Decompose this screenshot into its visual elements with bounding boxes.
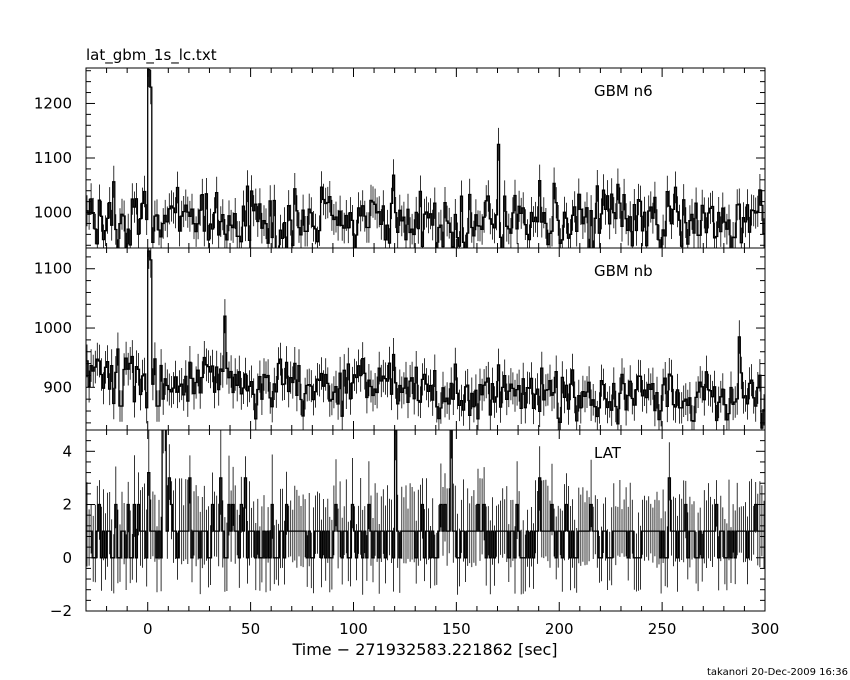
y-tick-label: 1200 [34, 94, 72, 112]
x-tick-label: 250 [648, 620, 677, 638]
x-tick-label: 200 [545, 620, 574, 638]
x-tick-label: 300 [751, 620, 780, 638]
x-tick-label: 0 [143, 620, 153, 638]
y-tick-label: 1100 [34, 149, 72, 167]
y-tick-label: −2 [50, 602, 72, 620]
panel-gbm-nb: 900 1000 1100 GBM nb [34, 247, 766, 431]
series-group [86, 68, 765, 248]
panel-lat: −2 0 2 4 LAT [50, 429, 766, 620]
y-tick-label: 1100 [34, 260, 72, 278]
panel-label: GBM nb [594, 262, 653, 280]
y-tick-label: 1000 [34, 204, 72, 222]
series-group [86, 430, 765, 595]
y-tick-label: 4 [62, 442, 72, 460]
footer-stamp: takanori 20-Dec-2009 16:36 [707, 667, 848, 678]
y-tick-label: 0 [62, 549, 72, 567]
panel-gbm-n6: 1000 1100 1200 GBM n6 [34, 67, 766, 249]
x-tick-label: 150 [442, 620, 471, 638]
y-tick-label: 900 [43, 378, 72, 396]
x-tick-label: 100 [339, 620, 368, 638]
panel-label: LAT [594, 444, 622, 462]
panel-label: GBM n6 [594, 82, 653, 100]
x-axis-label: Time − 271932583.221862 [sec] [291, 640, 557, 659]
series-gbm-n6-line [86, 68, 765, 248]
series-lat-line [86, 430, 765, 559]
panel-frame [85, 429, 766, 612]
series-gbm-nb-error-bars [86, 248, 765, 430]
chart-title: lat_gbm_1s_lc.txt [86, 46, 217, 65]
series-gbm-nb-line [86, 250, 765, 429]
y-tick-label: 2 [62, 496, 72, 514]
y-tick-label: 1000 [34, 319, 72, 337]
series-group [86, 248, 765, 430]
x-tick-label: 50 [241, 620, 260, 638]
